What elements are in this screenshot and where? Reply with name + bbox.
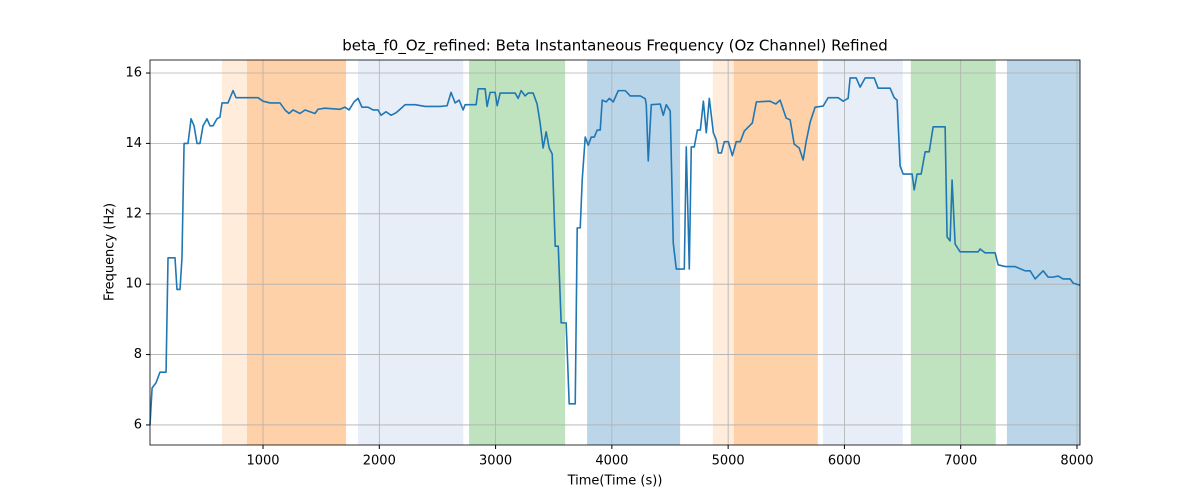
shaded-region: [910, 60, 996, 445]
y-tick-label: 14: [125, 136, 142, 151]
x-tick-label: 3000: [479, 454, 512, 469]
shaded-region: [246, 60, 347, 445]
shaded-region: [822, 60, 903, 445]
y-tick-label: 8: [134, 347, 142, 362]
data-line: [149, 77, 1081, 425]
shaded-region: [469, 60, 566, 445]
x-tick-label: 8000: [1060, 454, 1093, 469]
shaded-region: [221, 60, 347, 445]
chart-title: beta_f0_Oz_refined: Beta Instantaneous F…: [342, 37, 888, 56]
x-axis-label: Time(Time (s)): [567, 474, 663, 489]
y-tick-label: 6: [134, 417, 142, 432]
x-tick-label: 6000: [828, 454, 861, 469]
shaded-region: [1006, 60, 1080, 445]
shaded-region: [358, 60, 464, 445]
x-tick-label: 5000: [712, 454, 745, 469]
y-tick-label: 10: [125, 277, 142, 292]
plot-frame: [149, 59, 1081, 446]
shaded-region: [733, 60, 818, 445]
x-tick-label: 1000: [246, 454, 279, 469]
y-tick-label: 12: [125, 206, 142, 221]
x-tick-label: 4000: [595, 454, 628, 469]
y-tick-label: 16: [125, 66, 142, 81]
y-axis-label: Frequency (Hz): [103, 203, 118, 301]
shaded-region: [587, 60, 681, 445]
shaded-region: [712, 60, 818, 445]
x-tick-label: 2000: [363, 454, 396, 469]
x-tick-label: 7000: [944, 454, 977, 469]
